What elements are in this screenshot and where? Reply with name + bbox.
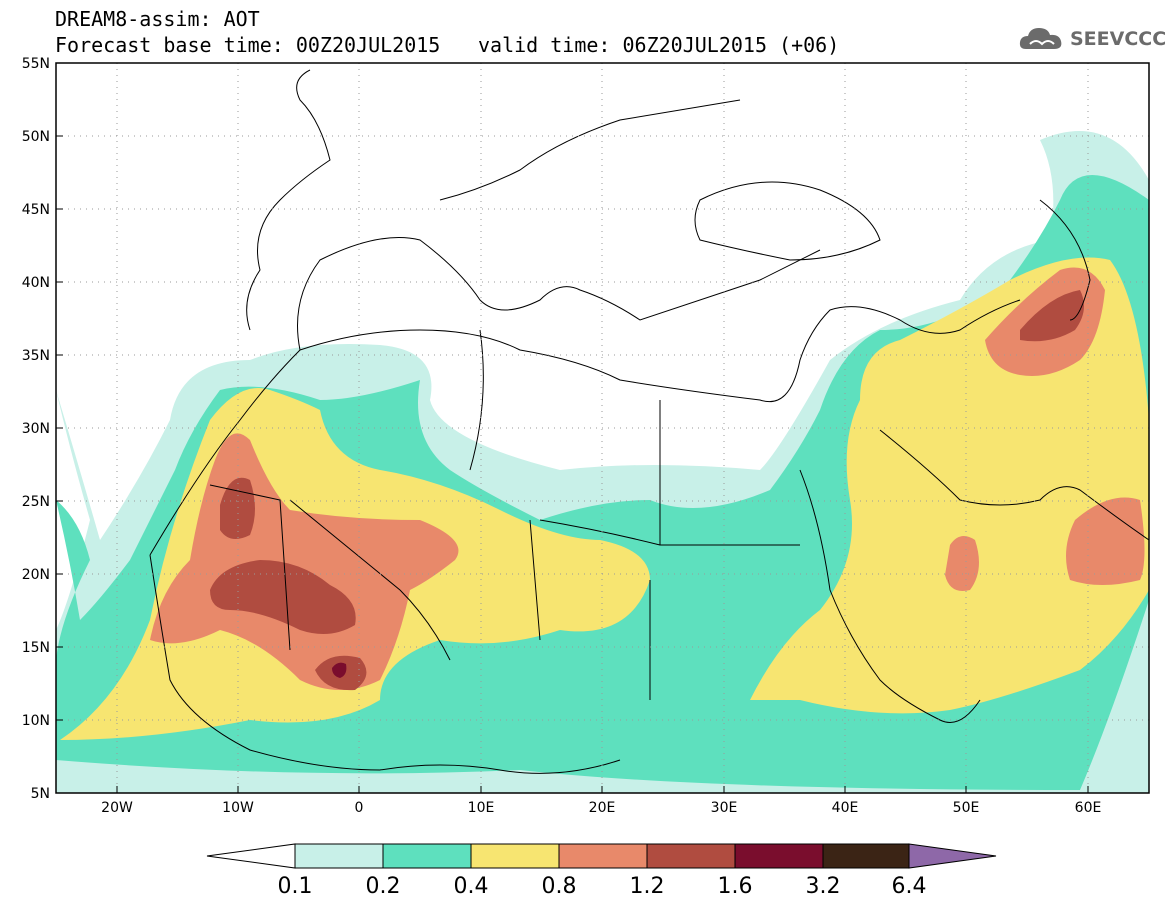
cloud-icon bbox=[1019, 28, 1062, 49]
lat-label-45n: 45N bbox=[22, 202, 50, 218]
longitude-labels: 20W 10W 0 10E 20E 30E 40E 50E 60E bbox=[101, 800, 1101, 816]
colorbar-over-arrow bbox=[908, 843, 997, 869]
colorbar-swatch-0.8 bbox=[558, 843, 648, 869]
lon-label-50e: 50E bbox=[953, 800, 980, 816]
lat-label-10n: 10N bbox=[22, 713, 50, 729]
colorbar-swatch-0.4 bbox=[470, 843, 560, 869]
colorbar-label-0.2: 0.2 bbox=[366, 874, 401, 899]
colorbar-swatch-3.2 bbox=[822, 843, 910, 869]
lon-label-10e: 10E bbox=[468, 800, 495, 816]
latitude-labels: 55N 50N 45N 40N 35N 30N 25N 20N 15N 10N … bbox=[22, 56, 50, 802]
lat-label-40n: 40N bbox=[22, 275, 50, 291]
colorbar-label-1.6: 1.6 bbox=[718, 874, 753, 899]
colorbar-label-3.2: 3.2 bbox=[806, 874, 841, 899]
coastlines bbox=[149, 69, 1149, 774]
valid-time: valid time: 06Z20JUL2015 (+06) bbox=[478, 33, 840, 57]
lon-label-10w: 10W bbox=[222, 800, 254, 816]
lon-label-30e: 30E bbox=[711, 800, 738, 816]
colorbar-under-arrow bbox=[206, 843, 296, 869]
lat-label-15n: 15N bbox=[22, 640, 50, 656]
lat-label-5n: 5N bbox=[31, 786, 50, 802]
colorbar: 0.1 0.2 0.4 0.8 1.2 1.6 3.2 6.4 bbox=[206, 843, 997, 899]
forecast-base-time: Forecast base time: 00Z20JUL2015 bbox=[55, 33, 441, 57]
seevccc-logo: SEEVCCC bbox=[1018, 24, 1165, 54]
lat-label-20n: 20N bbox=[22, 567, 50, 583]
colorbar-swatch-0.1 bbox=[294, 843, 384, 869]
colorbar-swatch-0.2 bbox=[382, 843, 472, 869]
lon-label-0: 0 bbox=[355, 800, 364, 816]
colorbar-label-0.8: 0.8 bbox=[542, 874, 577, 899]
colorbar-label-0.4: 0.4 bbox=[454, 874, 489, 899]
lon-label-20e: 20E bbox=[589, 800, 616, 816]
colorbar-swatch-1.2 bbox=[646, 843, 736, 869]
colorbar-label-6.4: 6.4 bbox=[892, 874, 927, 899]
lon-label-60e: 60E bbox=[1075, 800, 1102, 816]
lat-label-35n: 35N bbox=[22, 348, 50, 364]
colorbar-swatch-1.6 bbox=[734, 843, 824, 869]
aot-contours bbox=[56, 131, 1149, 793]
aot-band-0.8 bbox=[150, 267, 1145, 690]
lon-label-20w: 20W bbox=[101, 800, 133, 816]
lon-label-40e: 40E bbox=[832, 800, 859, 816]
lat-label-30n: 30N bbox=[22, 421, 50, 437]
lat-label-55n: 55N bbox=[22, 56, 50, 72]
colorbar-label-0.1: 0.1 bbox=[278, 874, 313, 899]
colorbar-label-1.2: 1.2 bbox=[630, 874, 665, 899]
map-title: DREAM8-assim: AOT bbox=[55, 7, 260, 31]
aot-band-1.6 bbox=[332, 662, 347, 678]
lat-label-50n: 50N bbox=[22, 129, 50, 145]
axis-ticks bbox=[56, 62, 1089, 793]
lat-label-25n: 25N bbox=[22, 494, 50, 510]
logo-text: SEEVCCC bbox=[1070, 28, 1165, 50]
graticule bbox=[56, 63, 1149, 793]
